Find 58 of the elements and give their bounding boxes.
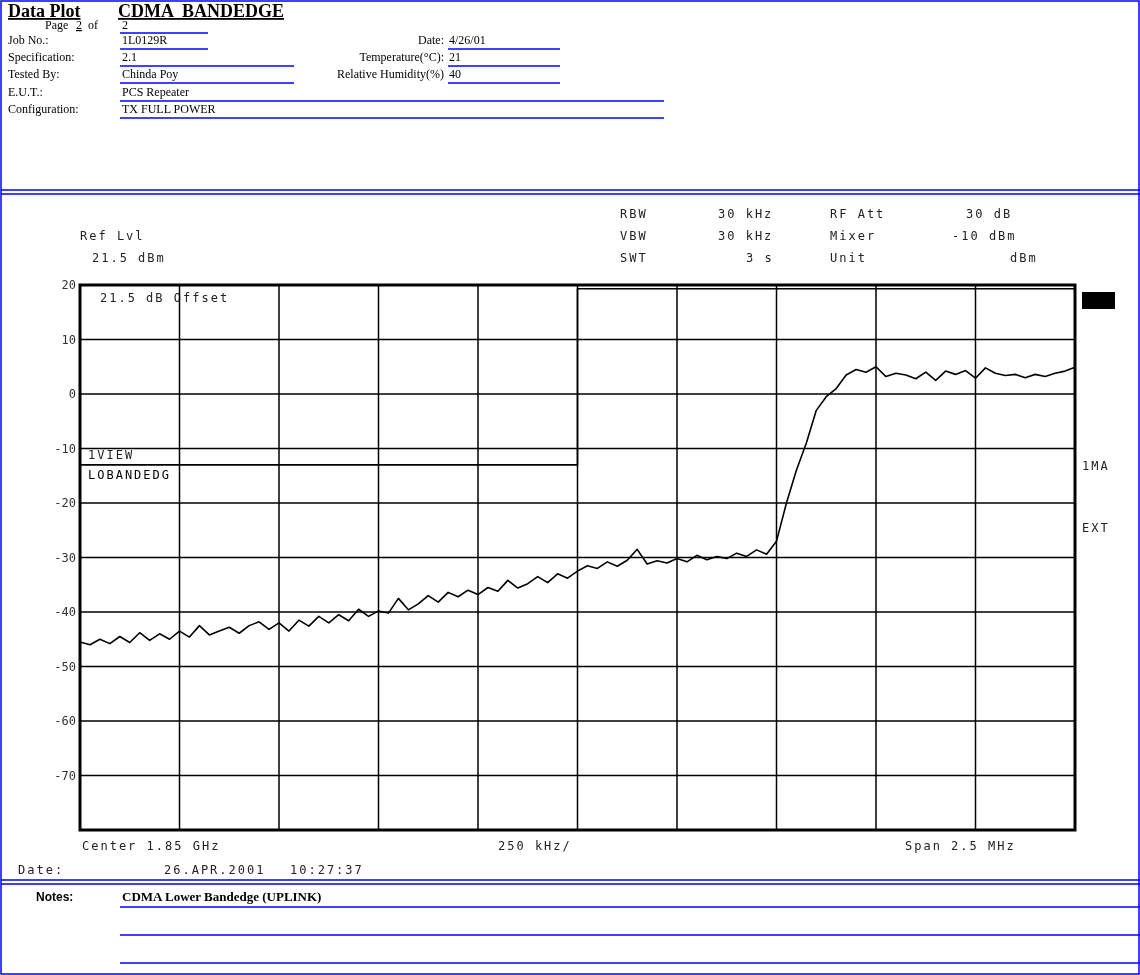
y-tick-label: -50	[54, 659, 76, 674]
text: 2.1	[122, 50, 137, 64]
text: Tested By:	[8, 67, 60, 81]
text: 21	[449, 50, 461, 64]
text: Center 1.85 GHz	[82, 839, 221, 853]
text: Ref Lvl	[80, 229, 145, 243]
y-tick-label: 20	[61, 278, 76, 292]
text: Unit	[830, 251, 867, 265]
y-tick-label: -70	[54, 768, 76, 783]
text: VBW	[620, 229, 648, 243]
text: Span 2.5 MHz	[905, 839, 1016, 853]
text: -10 dBm	[952, 229, 1017, 243]
text: 4/26/01	[449, 33, 486, 47]
y-tick-label: -10	[54, 441, 76, 456]
y-tick-label: -30	[54, 550, 76, 565]
text: 1MA	[1082, 459, 1110, 473]
chart-subtitle: CDMA BANDEDGE	[118, 1, 285, 21]
series-label: LOBANDEDG	[88, 467, 172, 482]
text: 3 s	[746, 251, 774, 265]
text: Specification:	[8, 50, 75, 64]
text: 10:27:37	[290, 863, 364, 877]
text: Page	[45, 18, 69, 32]
text: 30 kHz	[718, 207, 774, 221]
text: 40	[449, 67, 461, 81]
text: Temperature(°C):	[359, 50, 444, 64]
text: Job No.:	[8, 33, 49, 47]
text: RF Att	[830, 207, 886, 221]
text: 250 kHz/	[498, 839, 572, 853]
text: EXT	[1082, 521, 1110, 535]
text: SWT	[620, 251, 648, 265]
text: CDMA Lower Bandedge (UPLINK)	[122, 889, 322, 904]
text: Relative Humidity(%)	[337, 67, 444, 81]
text: RBW	[620, 207, 648, 221]
text: 30 dB	[966, 207, 1013, 221]
text: E.U.T.:	[8, 85, 43, 99]
text: Notes:	[36, 890, 74, 904]
text: 21.5 dBm	[92, 251, 166, 265]
text: Date:	[418, 33, 444, 47]
text: Chinda Poy	[122, 67, 179, 81]
y-tick-label: -60	[54, 714, 76, 728]
text: 2	[76, 18, 82, 32]
annotation: 1VIEW	[88, 448, 135, 462]
text: 30 kHz	[718, 229, 774, 243]
text: Date:	[18, 863, 65, 877]
text: Configuration:	[8, 102, 79, 116]
y-tick-label: 10	[61, 332, 76, 347]
text: 1L0129R	[122, 33, 168, 47]
y-tick-label: 0	[68, 387, 76, 401]
text: PCS Repeater	[122, 85, 189, 99]
y-tick-label: -40	[54, 605, 76, 619]
text: 26.APR.2001	[164, 863, 266, 877]
text: TX FULL POWER	[122, 102, 216, 116]
text: of	[88, 18, 98, 32]
y-tick-label: -20	[54, 496, 76, 510]
text: Mixer	[830, 229, 877, 243]
text: 2	[122, 18, 128, 32]
text: dBm	[1010, 251, 1038, 265]
chart-title: Data Plot	[8, 1, 81, 21]
